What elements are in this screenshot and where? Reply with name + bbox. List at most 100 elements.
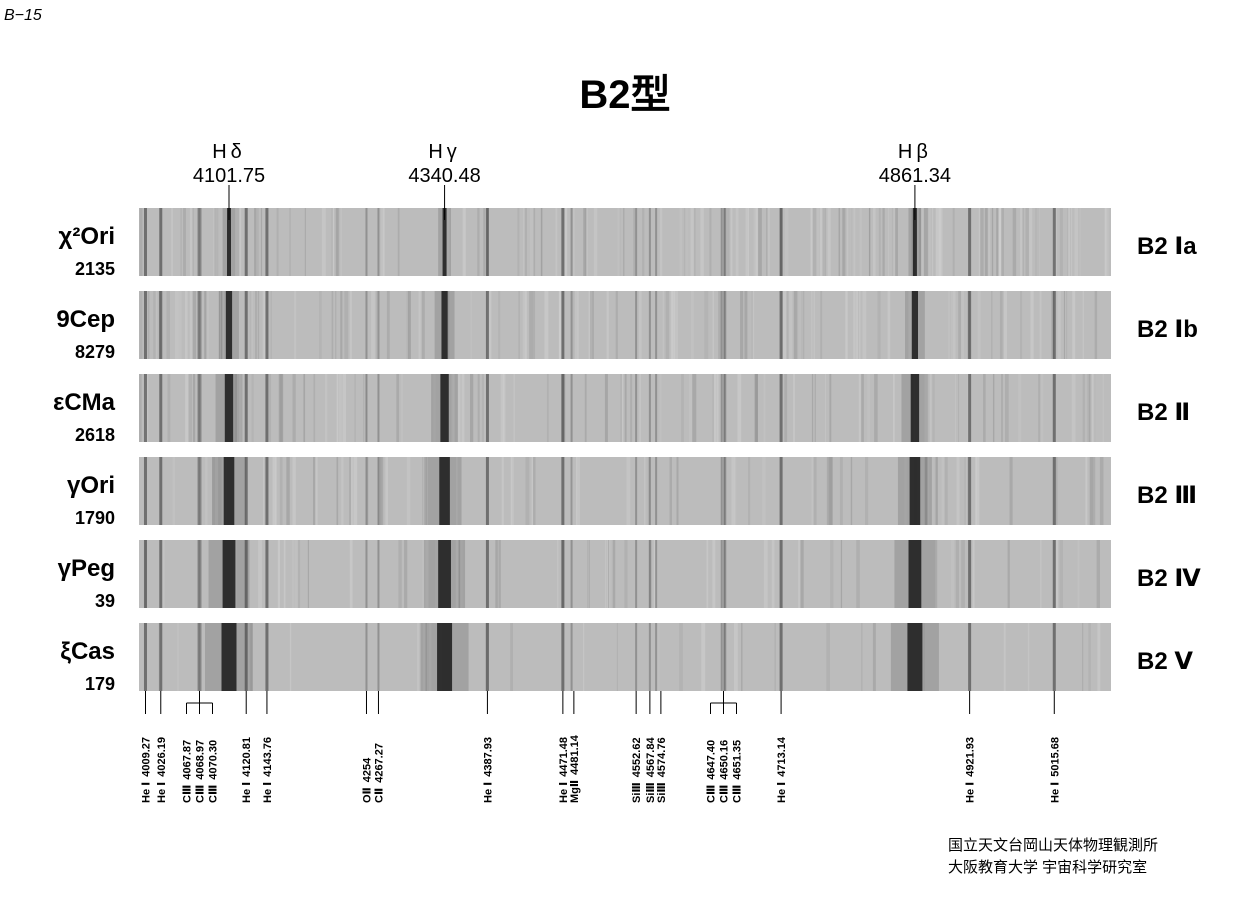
absorption-line — [197, 623, 200, 691]
line-wavelength: 4387.93 — [482, 737, 494, 777]
spectrum-texture — [572, 291, 575, 359]
line-wavelength: 5015.68 — [1049, 737, 1061, 777]
line-ion: CⅢ — [208, 785, 220, 803]
spectrum-texture — [139, 374, 142, 442]
spectrum-texture — [172, 457, 176, 525]
absorption-line — [159, 540, 163, 608]
spectrum-texture — [1063, 291, 1066, 359]
spectrum-texture — [223, 291, 225, 359]
spectrum-texture — [404, 540, 408, 608]
spectrum-texture — [953, 291, 956, 359]
absorption-line — [1052, 374, 1056, 442]
spectrum-texture — [810, 208, 813, 276]
line-ion: CⅡ — [373, 788, 385, 803]
spectrum-texture — [481, 374, 486, 442]
spectrum-texture — [659, 374, 662, 442]
spectrum-texture — [1012, 208, 1017, 276]
spectrum-texture — [762, 457, 766, 525]
line-wavelength: 4009.27 — [140, 737, 152, 777]
spectrum-texture — [624, 540, 628, 608]
absorption-line — [1052, 457, 1056, 525]
line-ion: He Ⅰ — [558, 782, 570, 803]
absorption-line — [655, 374, 658, 442]
spectrum-texture — [429, 623, 432, 691]
absorption-line — [244, 208, 248, 276]
spectrum-texture — [755, 374, 759, 442]
spectrum-texture — [319, 291, 322, 359]
spectrum-texture — [845, 291, 848, 359]
spectrum-texture — [1039, 540, 1042, 608]
absorption-line — [779, 208, 783, 276]
spectrum-texture — [1040, 374, 1044, 442]
absorption-line — [198, 457, 201, 525]
absorption-line — [197, 291, 200, 359]
spectrum-texture — [585, 208, 588, 276]
absorption-line — [365, 623, 368, 691]
balmer-core — [441, 291, 448, 359]
line-label: SiⅢ 4574.76 — [656, 737, 668, 803]
spectrum-texture — [718, 291, 722, 359]
spectrum-texture — [524, 291, 528, 359]
spectrum-texture — [872, 208, 876, 276]
absorption-line — [485, 208, 489, 276]
balmer-wavelength: 4101.75 — [193, 165, 265, 187]
spectrum-texture — [829, 374, 832, 442]
spectrum-texture — [174, 291, 179, 359]
balmer-core — [907, 623, 923, 691]
spectrum-texture — [845, 208, 850, 276]
spectrum-texture — [955, 374, 959, 442]
spectrum-texture — [511, 457, 514, 525]
absorption-line — [648, 374, 651, 442]
absorption-line — [377, 291, 380, 359]
spectrum-texture — [335, 291, 337, 359]
absorption-line — [265, 291, 269, 359]
spectrum-texture — [1001, 208, 1004, 276]
star-hd: 39 — [95, 591, 115, 611]
absorption-line — [968, 291, 972, 359]
spectrum-texture — [1072, 291, 1076, 359]
spectrum-texture — [354, 374, 356, 442]
spectrum-texture — [724, 291, 726, 359]
absorption-line — [561, 540, 565, 608]
spectrum-texture — [1107, 208, 1109, 276]
spectrum-texture — [321, 208, 326, 276]
spectrum-texture — [975, 457, 978, 525]
spectrum-texture — [1067, 208, 1069, 276]
spectrum-band — [139, 540, 1111, 608]
spectrum-texture — [221, 291, 224, 359]
spectrum-texture — [1030, 291, 1034, 359]
absorption-line — [365, 208, 368, 276]
spectrum-texture — [380, 457, 384, 525]
spectrum-texture — [340, 208, 342, 276]
line-wavelength: 4567.84 — [645, 737, 657, 778]
balmer-core — [908, 540, 922, 608]
spectrum-texture — [510, 457, 513, 525]
spectrum-texture — [397, 208, 400, 276]
spectrum-texture — [748, 208, 750, 276]
absorption-line — [570, 291, 573, 359]
absorption-line — [159, 457, 163, 525]
spectrum-texture — [421, 291, 425, 359]
spectrum-texture — [972, 540, 975, 608]
absorption-line — [561, 291, 565, 359]
absorption-line — [265, 540, 269, 608]
spectrum-texture — [406, 457, 411, 525]
absorption-line — [265, 457, 269, 525]
spectrum-texture — [713, 374, 717, 442]
spectrum-texture — [869, 208, 871, 276]
spectrum-texture — [864, 457, 869, 525]
spectrum-texture — [612, 540, 616, 608]
spectrum-texture — [470, 374, 474, 442]
spectrum-texture — [583, 208, 587, 276]
spectrum-texture — [676, 457, 679, 525]
spectrum-texture — [679, 623, 683, 691]
spectrum-texture — [1087, 374, 1090, 442]
spectrum-texture — [498, 540, 501, 608]
spectrum-texture — [139, 291, 143, 359]
spectrum-texture — [189, 291, 193, 359]
spectrum-texture — [623, 208, 625, 276]
spectrum-texture — [590, 291, 594, 359]
absorption-line — [377, 540, 380, 608]
line-ion: He Ⅰ — [1049, 782, 1061, 803]
spectrum-texture — [371, 291, 375, 359]
